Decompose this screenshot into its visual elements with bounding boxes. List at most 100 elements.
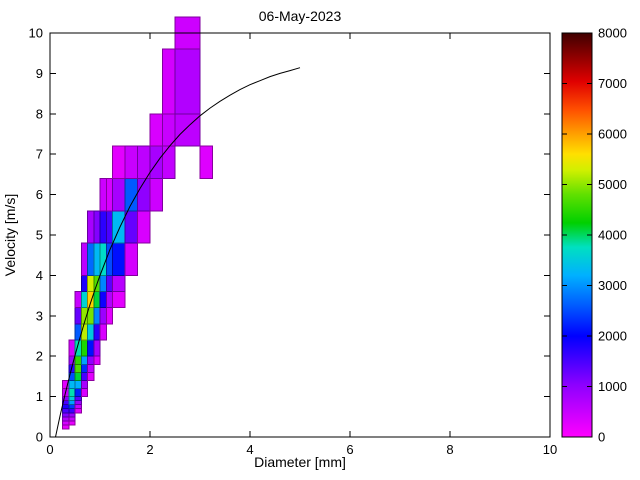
heatmap-cell xyxy=(74,355,82,365)
heatmap-cell xyxy=(137,145,151,179)
x-tick-label: 8 xyxy=(446,442,453,457)
heatmap-cell xyxy=(80,339,88,357)
x-tick-label: 0 xyxy=(46,442,53,457)
heatmap-cell xyxy=(80,355,88,365)
heatmap-cell xyxy=(74,363,82,373)
heatmap-cell xyxy=(87,363,95,373)
heatmap-cell xyxy=(112,242,126,276)
heatmap-cell xyxy=(80,242,88,276)
heatmap-cell xyxy=(99,307,107,325)
colorbar-tick-label: 2000 xyxy=(598,329,627,344)
heatmap-cell xyxy=(105,274,113,293)
x-tick-label: 2 xyxy=(146,442,153,457)
heatmap-cell xyxy=(74,396,82,402)
y-axis-tick-labels: 0 1 2 3 4 5 6 7 8 9 10 xyxy=(29,26,43,445)
x-tick-label: 6 xyxy=(346,442,353,457)
heatmap-cell xyxy=(62,404,70,410)
heatmap-cell xyxy=(62,420,70,426)
heatmap-cell xyxy=(68,339,76,357)
heatmap-cell xyxy=(74,291,82,309)
heatmap-cell xyxy=(80,363,88,373)
heatmap-cell xyxy=(149,177,163,212)
colorbar-tick-label: 7000 xyxy=(598,76,627,91)
heatmap-cell xyxy=(74,388,82,398)
heatmap-cell xyxy=(112,210,126,244)
heatmap-cell xyxy=(87,291,95,309)
heatmap-cell xyxy=(68,379,76,390)
heatmap-cell xyxy=(68,400,76,406)
heatmap-cell xyxy=(93,210,101,244)
heatmap-cell xyxy=(105,210,113,244)
heatmap-cell xyxy=(87,274,95,293)
colorbar-tick-label: 0 xyxy=(598,430,605,445)
heatmap-cell xyxy=(87,355,95,365)
colorbar-tick-label: 8000 xyxy=(598,26,627,41)
colorbar-tick-label: 5000 xyxy=(598,177,627,192)
heatmap-cell xyxy=(105,291,113,309)
heatmap-cell xyxy=(68,388,76,398)
heatmap-cell xyxy=(74,307,82,325)
heatmap-cell xyxy=(105,307,113,325)
y-tick-label: 8 xyxy=(36,106,43,121)
heatmap-cell xyxy=(74,400,82,406)
y-tick-label: 6 xyxy=(36,187,43,202)
heatmap-cell xyxy=(62,412,70,418)
heatmap-cell xyxy=(87,371,95,381)
heatmap-cell xyxy=(93,339,101,357)
terminal-velocity-curve xyxy=(55,67,301,438)
y-tick-label: 9 xyxy=(36,66,43,81)
colorbar-tick-labels: 0 1000 2000 3000 4000 5000 6000 7000 8000 xyxy=(598,26,627,445)
heatmap-cell xyxy=(93,323,101,341)
heatmap-cell xyxy=(93,242,101,276)
heatmap-cell xyxy=(74,371,82,381)
x-tick-label: 10 xyxy=(543,442,557,457)
heatmap-cell xyxy=(124,145,138,179)
axes-box xyxy=(49,32,551,438)
heatmap-cell xyxy=(99,177,107,212)
y-tick-label: 0 xyxy=(36,430,43,445)
x-axis-label: Diameter [mm] xyxy=(254,454,346,470)
heatmap-cell xyxy=(124,177,138,212)
colorbar-tick-label: 6000 xyxy=(598,127,627,142)
heatmap-cell xyxy=(149,113,163,147)
heatmap-cell xyxy=(99,242,107,276)
heatmap-cell xyxy=(99,210,107,244)
colorbar-tick-label: 3000 xyxy=(598,278,627,293)
x-tick-label: 4 xyxy=(246,442,253,457)
heatmap-cell xyxy=(124,242,138,276)
y-tick-label: 5 xyxy=(36,228,43,243)
heatmap-cell xyxy=(62,424,70,430)
heatmap-cell xyxy=(87,323,95,341)
colorbar xyxy=(561,32,593,438)
heatmap-cell xyxy=(112,145,126,179)
y-tick-label: 1 xyxy=(36,389,43,404)
heatmap-cell xyxy=(112,177,126,212)
heatmap-cell xyxy=(174,48,201,115)
heatmap-cell xyxy=(80,274,88,293)
heatmap-cell xyxy=(80,371,88,381)
heatmap-cell xyxy=(68,404,76,410)
heatmap-cell xyxy=(162,145,176,179)
heatmap-cell xyxy=(87,210,95,244)
x-axis-tick-labels: 0 2 4 6 8 10 xyxy=(46,442,557,457)
heatmap-cell xyxy=(93,355,101,365)
heatmap-cell xyxy=(99,291,107,309)
heatmap-cell xyxy=(105,177,113,212)
heatmap-cell xyxy=(74,404,82,410)
heatmap-cell xyxy=(80,291,88,309)
heatmap-cell xyxy=(162,48,176,115)
heatmap-cell xyxy=(105,242,113,276)
heatmap-cell xyxy=(80,388,88,398)
y-tick-label: 7 xyxy=(36,147,43,162)
heatmap-cell xyxy=(74,379,82,390)
y-axis-label: Velocity [m/s] xyxy=(2,194,18,276)
heatmap-cell xyxy=(74,408,82,414)
y-tick-label: 2 xyxy=(36,349,43,364)
y-tick-label: 3 xyxy=(36,308,43,323)
heatmap-cell xyxy=(62,408,70,414)
heatmap-cell xyxy=(93,291,101,309)
heatmap-cell xyxy=(80,323,88,341)
heatmap-cell xyxy=(137,210,151,244)
